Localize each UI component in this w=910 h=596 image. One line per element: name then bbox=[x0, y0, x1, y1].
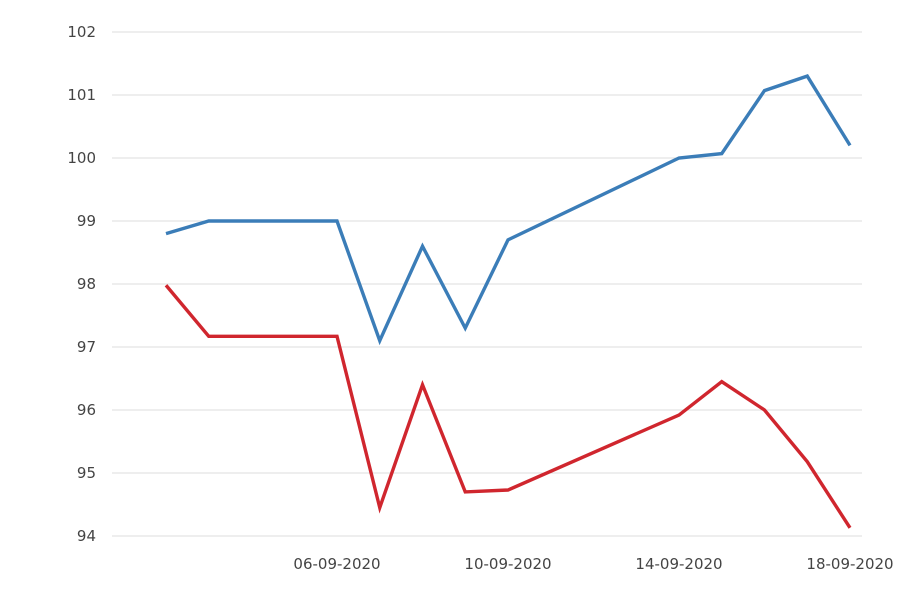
x-tick-label: 14-09-2020 bbox=[635, 555, 722, 573]
y-tick-label: 97 bbox=[77, 338, 96, 356]
y-tick-label: 96 bbox=[77, 401, 96, 419]
x-tick-label: 06-09-2020 bbox=[293, 555, 380, 573]
y-tick-label: 100 bbox=[67, 149, 96, 167]
x-tick-label: 18-09-2020 bbox=[806, 555, 893, 573]
y-tick-label: 95 bbox=[77, 464, 96, 482]
y-tick-label: 94 bbox=[77, 527, 96, 545]
y-tick-label: 99 bbox=[77, 212, 96, 230]
y-axis-tick-labels: 94 95 96 97 98 99 100 101 102 bbox=[67, 23, 96, 545]
series-lines bbox=[164, 74, 852, 529]
y-tick-label: 98 bbox=[77, 275, 96, 293]
series-line-2 bbox=[164, 284, 852, 529]
y-tick-label: 101 bbox=[67, 86, 96, 104]
x-tick-label: 10-09-2020 bbox=[464, 555, 551, 573]
y-tick-label: 102 bbox=[67, 23, 96, 41]
series-line-1 bbox=[165, 74, 852, 346]
x-axis-tick-labels: 06-09-2020 10-09-2020 14-09-2020 18-09-2020 bbox=[293, 555, 893, 573]
